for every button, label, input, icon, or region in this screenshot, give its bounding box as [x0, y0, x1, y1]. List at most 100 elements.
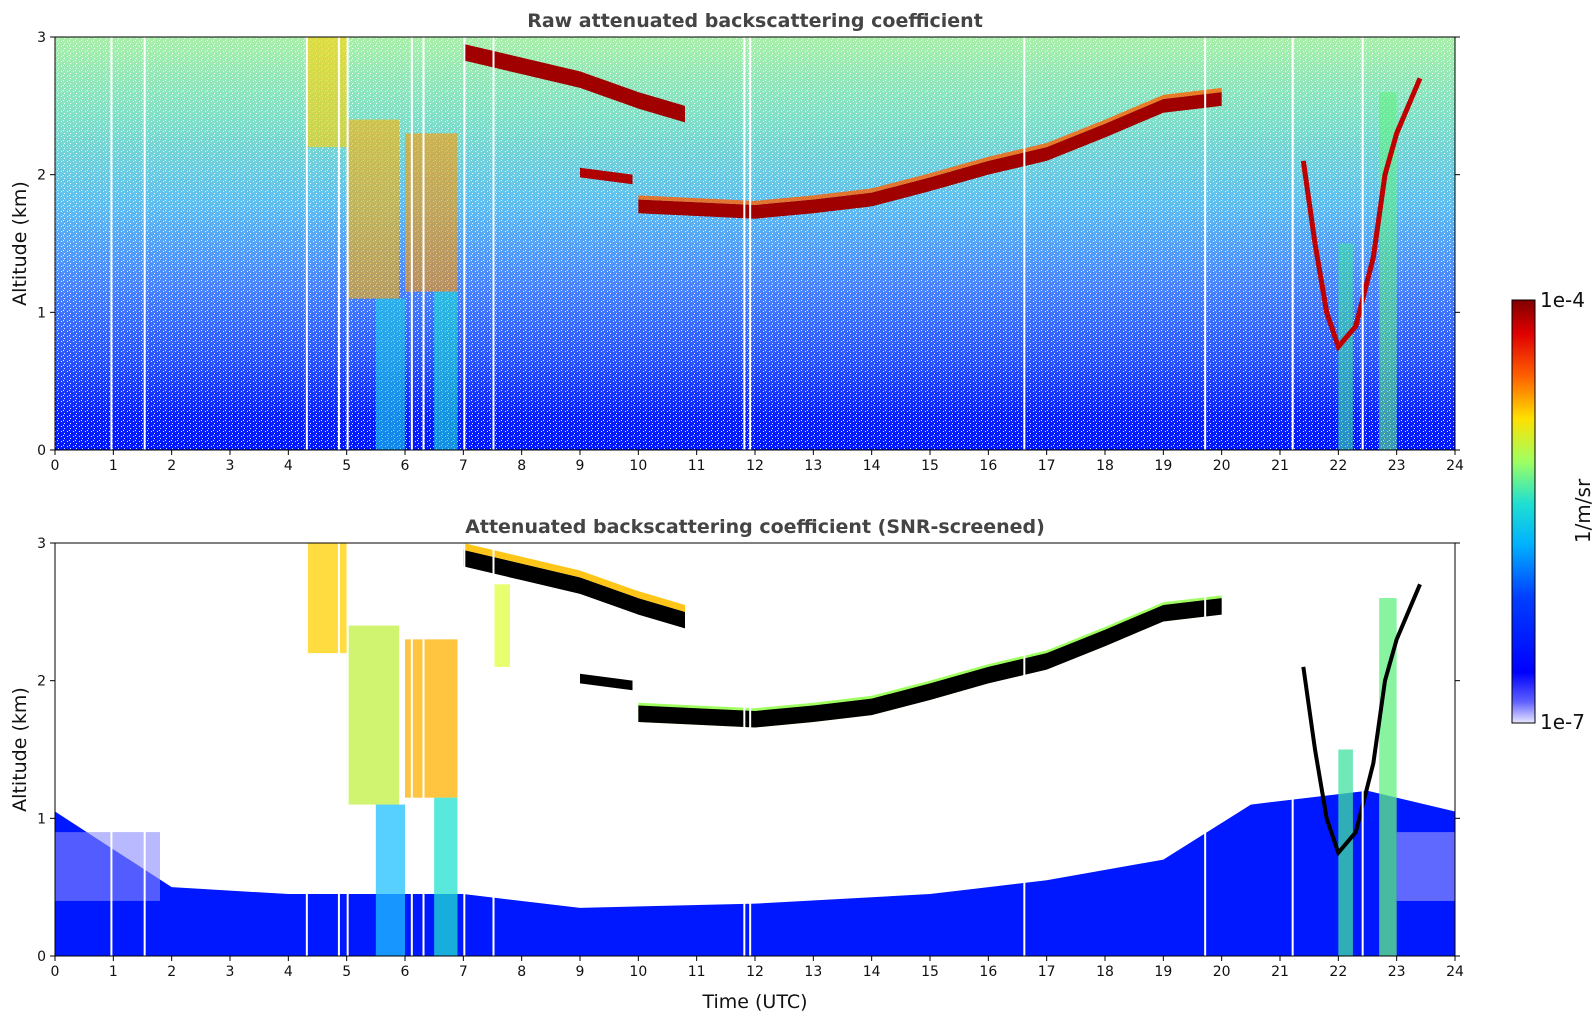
panel1-ylabel: Altitude (km) — [9, 181, 31, 306]
panel1-gap-column — [1204, 37, 1207, 450]
panel2-xtick-label: 10 — [629, 964, 647, 980]
panel2-xtick-label: 23 — [1388, 964, 1406, 980]
panel1-xtick-label: 5 — [342, 458, 351, 474]
panel2-xtick-label: 1 — [109, 964, 118, 980]
panel1-gap-column — [749, 37, 752, 450]
panel2-ytick-label: 3 — [37, 536, 46, 552]
panel2-upper-cloud-edge — [463, 543, 685, 612]
panel1-convective-cloud — [1300, 77, 1423, 352]
panel2-cloud-layer — [638, 598, 1222, 728]
panel2-xtick-label: 9 — [576, 964, 585, 980]
panel2-shaft — [1338, 749, 1353, 956]
panel1-gap-column — [110, 37, 113, 450]
panel2-xtick-label: 20 — [1213, 964, 1231, 980]
panel2-xtick-label: 16 — [979, 964, 997, 980]
panel2-ytick-label: 1 — [37, 811, 46, 827]
panel2-gap-column — [110, 543, 113, 956]
panel2-ytick-label: 2 — [37, 674, 46, 690]
panel2-gap-column — [1204, 543, 1207, 956]
panel1-shaft — [405, 133, 458, 292]
panel1-shaft — [375, 298, 405, 450]
panel1-xtick-label: 16 — [979, 458, 997, 474]
panel2-xtick-label: 13 — [804, 964, 822, 980]
panel2-xtick-label: 24 — [1446, 964, 1464, 980]
panel2-xtick-label: 6 — [401, 964, 410, 980]
panel2-ytick-label: 0 — [37, 949, 46, 965]
panel1-xtick-label: 24 — [1446, 458, 1464, 474]
panel1-shaft — [305, 37, 347, 148]
panel1-xtick-label: 7 — [459, 458, 468, 474]
panel1-upper-cloud — [463, 43, 685, 123]
panel1-xtick-label: 2 — [167, 458, 176, 474]
panel2-gap-column — [1291, 543, 1294, 956]
panel1-shaft — [346, 119, 400, 299]
panel2-xtick-label: 11 — [688, 964, 706, 980]
panel1-cloud-layer — [638, 92, 1222, 219]
panel2-gap-column — [143, 543, 146, 956]
panel1-xtick-label: 6 — [401, 458, 410, 474]
panel2-shaft — [305, 543, 347, 654]
panel1-xtick-label: 18 — [1096, 458, 1114, 474]
panel2-xtick-label: 21 — [1271, 964, 1289, 980]
panel1-xtick-label: 10 — [629, 458, 647, 474]
panel2-convective-cloud — [1301, 583, 1422, 857]
panel1-xtick-label: 21 — [1271, 458, 1289, 474]
panel2-gap-column — [305, 543, 308, 956]
panel1-xtick-label: 14 — [863, 458, 881, 474]
panel2-xtick-label: 7 — [459, 964, 468, 980]
panel2-xtick-label: 22 — [1329, 964, 1347, 980]
panel2-shaft — [346, 625, 400, 805]
panel1-title: Raw attenuated backscattering coefficien… — [527, 10, 983, 32]
panel2-xtick-label: 12 — [746, 964, 764, 980]
colorbar-min-label: 1e-7 — [1540, 710, 1585, 734]
panel2-shaft — [492, 584, 510, 667]
panel1-shaft — [434, 291, 458, 450]
panel2-heatmap — [55, 543, 1455, 956]
panel1-gap-column — [492, 37, 495, 450]
panel2-title: Attenuated backscattering coefficient (S… — [465, 516, 1045, 538]
panel1-gap-column — [1361, 37, 1364, 450]
panel2-shaft — [405, 639, 458, 798]
colorbar — [1511, 299, 1536, 724]
panel1-ytick-label: 0 — [37, 443, 46, 459]
panel2-gap-column — [337, 543, 340, 956]
panel1-gap-column — [743, 37, 746, 450]
panel1-gap-column — [463, 37, 466, 450]
panel1-gap-column — [410, 37, 413, 450]
panel2-xtick-label: 5 — [342, 964, 351, 980]
panel2-ylabel: Altitude (km) — [9, 687, 31, 812]
panel1-gap-column — [337, 37, 340, 450]
panel1-xtick-label: 1 — [109, 458, 118, 474]
panel1-gap-column — [1291, 37, 1294, 450]
panel1-xtick-label: 20 — [1213, 458, 1231, 474]
panel2-xtick-label: 19 — [1154, 964, 1172, 980]
panel1-xtick-label: 13 — [804, 458, 822, 474]
panel1-ytick-label: 3 — [37, 30, 46, 46]
panel2-gap-column — [346, 543, 349, 956]
panel2-xtick-label: 15 — [921, 964, 939, 980]
panel2-shaft — [375, 804, 405, 956]
panel1-shaft — [1338, 243, 1353, 450]
panel2-shaft — [434, 797, 458, 956]
panel2-gap-column — [422, 543, 425, 956]
panel2-xtick-label: 2 — [167, 964, 176, 980]
panel2-gap-column — [1361, 543, 1364, 956]
panel2-gap-column — [492, 543, 495, 956]
panel1-xtick-label: 9 — [576, 458, 585, 474]
panel1-gap-column — [305, 37, 308, 450]
panel1-gap-column — [143, 37, 146, 450]
panel1-gap-column — [422, 37, 425, 450]
panel1-xtick-label: 15 — [921, 458, 939, 474]
panel1-xtick-label: 0 — [51, 458, 60, 474]
panel1-noise-speckle — [55, 37, 1455, 450]
panel1-ytick-label: 1 — [37, 305, 46, 321]
panel1-xtick-label: 11 — [688, 458, 706, 474]
panel2-cloud-fragment — [580, 673, 633, 691]
panel1-xtick-label: 19 — [1154, 458, 1172, 474]
panel1-xtick-label: 22 — [1329, 458, 1347, 474]
panel1-heatmap — [55, 37, 1455, 450]
panel2-xlabel: Time (UTC) — [701, 991, 807, 1013]
panel2-xtick-label: 4 — [284, 964, 293, 980]
panel1-xtick-label: 4 — [284, 458, 293, 474]
panel1-gap-column — [346, 37, 349, 450]
